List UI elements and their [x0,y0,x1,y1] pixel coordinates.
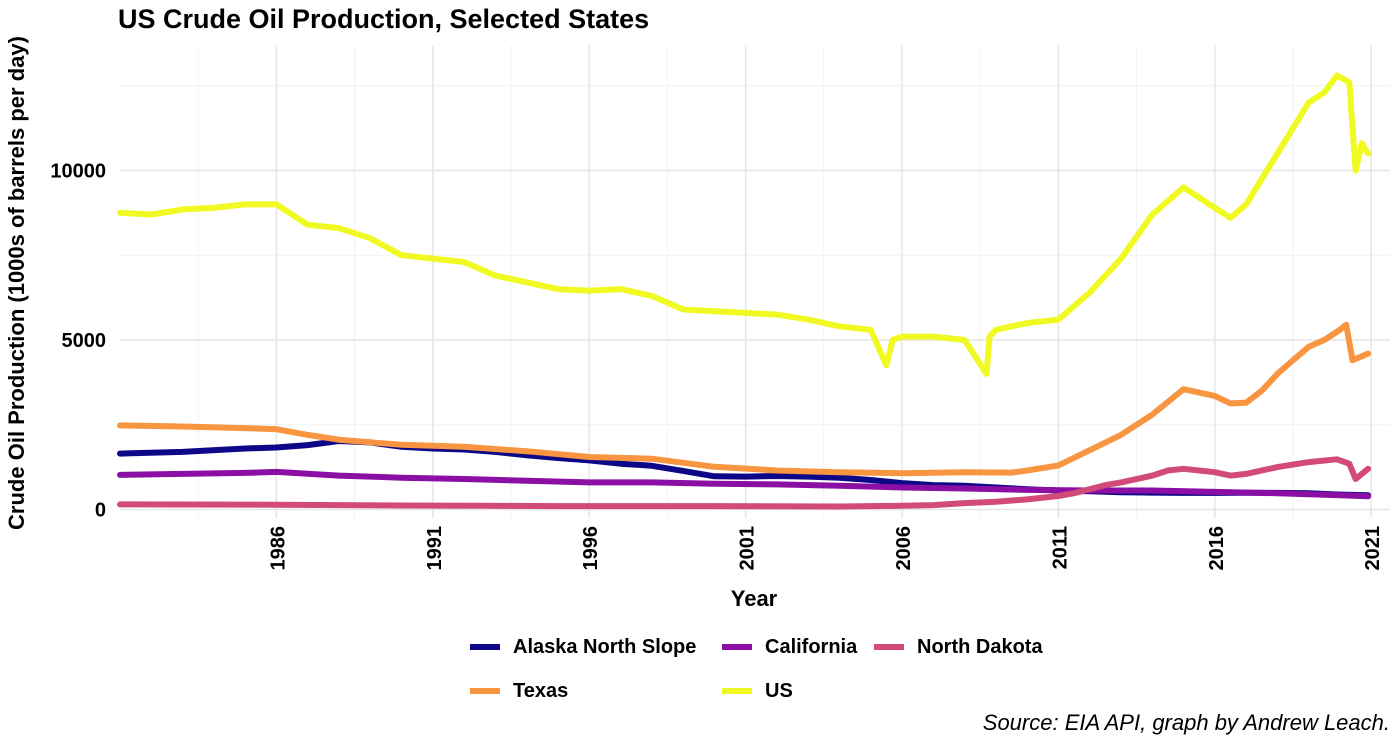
legend-item-california: California [722,632,857,662]
x-axis-label: Year [730,586,778,611]
legend-label: California [765,635,858,658]
legend-swatch [722,688,752,694]
x-tick-label: 2016 [1206,526,1228,571]
legend-swatch [470,688,500,694]
x-tick-label: 1986 [267,526,289,571]
series-line-us [117,72,1372,377]
source-caption: Source: EIA API, graph by Andrew Leach. [982,710,1390,735]
x-tick-label: 2001 [737,526,759,571]
legend-item-alaska-north-slope: Alaska North Slope [470,632,696,662]
x-tick-label: 2006 [893,526,915,571]
chart-title: US Crude Oil Production, Selected States [118,4,650,34]
y-tick-label: 10000 [50,160,106,182]
series-lines [117,72,1372,510]
legend-swatch [470,644,500,650]
plot-area: 0 5000 10000 1986 1991 1996 2001 2006 2011 2016 2… [50,45,1390,571]
x-tick-label: 2011 [1049,526,1071,569]
series-line-california [117,468,1372,500]
legend-item-texas: Texas [470,676,568,706]
x-tick-labels: 1986 1991 1996 2001 2006 2011 2016 2021 [267,526,1384,571]
x-tick-label: 1996 [580,526,602,571]
y-tick-labels: 0 5000 10000 [50,160,106,521]
legend-label: Texas [513,679,569,702]
legend-swatch [722,644,752,650]
series-line-north-dakota [117,456,1372,510]
series-line-texas [117,321,1372,477]
y-tick-label: 5000 [62,330,107,352]
x-tick-label: 2021 [1362,526,1384,571]
legend-item-us: US [722,676,793,706]
grid-lines [120,45,1390,518]
y-tick-label: 0 [95,500,106,522]
legend-label: US [765,679,793,702]
legend-item-north-dakota: North Dakota [874,632,1043,662]
legend-swatch [874,644,904,650]
legend-label: Alaska North Slope [513,635,697,658]
legend-label: North Dakota [917,635,1043,658]
x-tick-label: 1991 [424,526,446,571]
